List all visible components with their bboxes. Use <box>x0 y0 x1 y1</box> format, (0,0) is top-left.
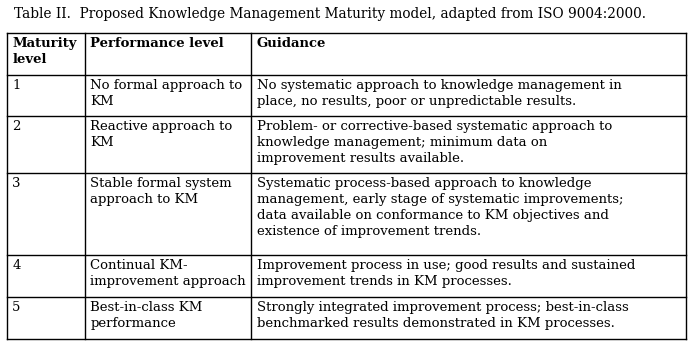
Text: Stable formal system
approach to KM: Stable formal system approach to KM <box>91 177 232 207</box>
Text: No systematic approach to knowledge management in
place, no results, poor or unp: No systematic approach to knowledge mana… <box>257 79 622 108</box>
Text: 1: 1 <box>12 79 21 92</box>
Text: 2: 2 <box>12 120 21 133</box>
Text: 4: 4 <box>12 259 21 272</box>
Text: 3: 3 <box>12 177 21 190</box>
Text: Problem- or corrective-based systematic approach to
knowledge management; minimu: Problem- or corrective-based systematic … <box>257 120 612 166</box>
Text: Continual KM-
improvement approach: Continual KM- improvement approach <box>91 259 246 288</box>
Text: Systematic process-based approach to knowledge
management, early stage of system: Systematic process-based approach to kno… <box>257 177 624 238</box>
Text: 5: 5 <box>12 301 21 314</box>
Text: Performance level: Performance level <box>91 37 225 50</box>
Text: Guidance: Guidance <box>257 37 326 50</box>
Text: Best-in-class KM
performance: Best-in-class KM performance <box>91 301 203 330</box>
Text: Improvement process in use; good results and sustained
improvement trends in KM : Improvement process in use; good results… <box>257 259 635 288</box>
Text: No formal approach to
KM: No formal approach to KM <box>91 79 243 108</box>
Text: Reactive approach to
KM: Reactive approach to KM <box>91 120 233 149</box>
Text: Strongly integrated improvement process; best-in-class
benchmarked results demon: Strongly integrated improvement process;… <box>257 301 629 330</box>
Text: Table II.  Proposed Knowledge Management Maturity model, adapted from ISO 9004:2: Table II. Proposed Knowledge Management … <box>14 7 646 21</box>
Text: Maturity
level: Maturity level <box>12 37 77 66</box>
